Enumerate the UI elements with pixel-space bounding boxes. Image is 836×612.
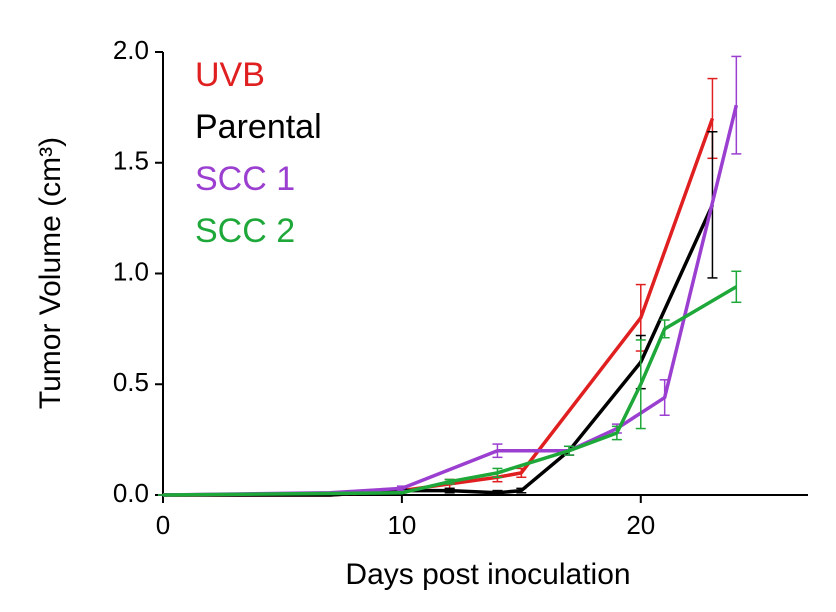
x-axis-label: Days post inoculation — [345, 558, 630, 591]
y-tick-label: 1.0 — [113, 256, 149, 286]
y-axis-label: Tumor Volume (cm³) — [34, 137, 67, 409]
y-tick-label: 0.5 — [113, 367, 149, 397]
y-tick-label: 1.5 — [113, 146, 149, 176]
legend-label: SCC 2 — [195, 212, 295, 250]
legend-label: SCC 1 — [195, 160, 295, 198]
x-tick-label: 10 — [387, 510, 416, 540]
y-tick-label: 2.0 — [113, 35, 149, 65]
legend-label: Parental — [195, 108, 322, 146]
x-tick-label: 0 — [156, 510, 170, 540]
y-tick-label: 0.0 — [113, 478, 149, 508]
series-line — [162, 285, 738, 497]
x-tick-label: 20 — [626, 510, 655, 540]
legend-label: UVB — [195, 56, 265, 94]
